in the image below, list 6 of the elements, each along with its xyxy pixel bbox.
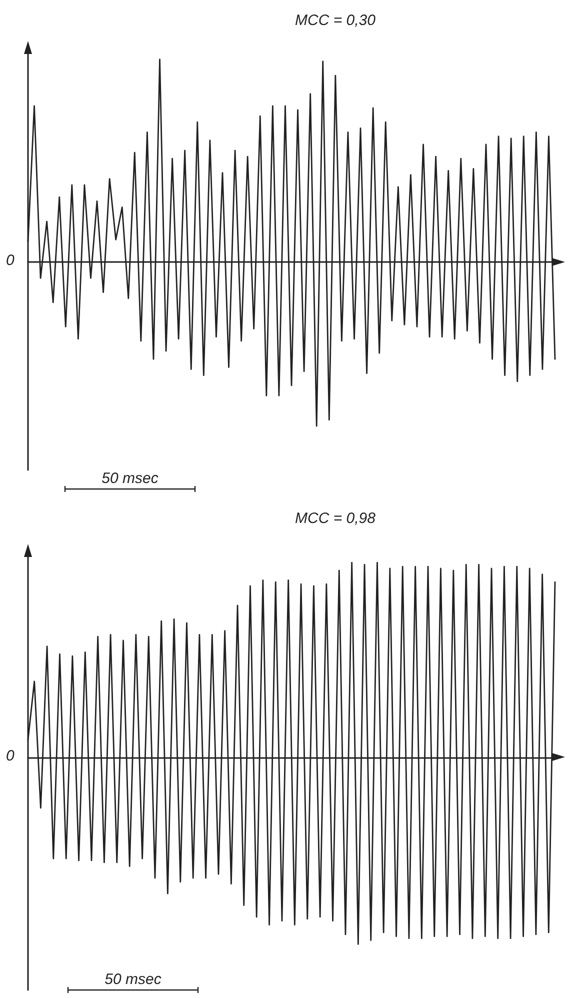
text: 50 msec: [102, 470, 159, 487]
chart-title: MCC = 0,98: [295, 510, 376, 527]
text: 0: [6, 747, 15, 764]
text: 0: [6, 252, 15, 269]
chart-title: MCC = 0,30: [295, 12, 376, 29]
text: 50 msec: [104, 971, 162, 988]
